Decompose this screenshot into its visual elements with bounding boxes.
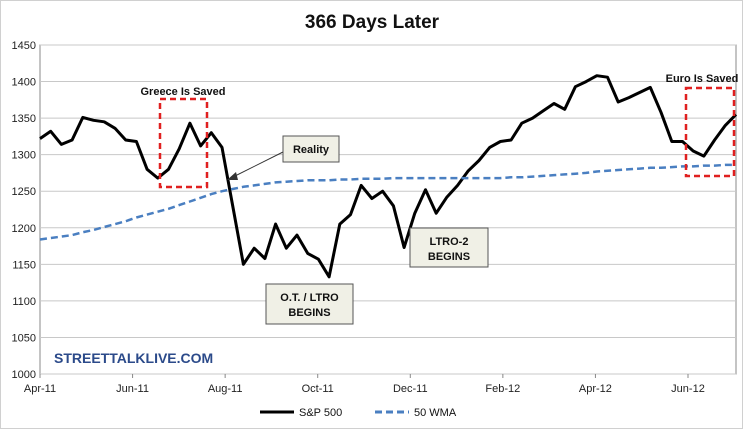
series-layer <box>39 74 738 279</box>
annotation-box-euro <box>684 86 736 178</box>
y-tick-label: 1250 <box>12 186 36 198</box>
ltro2-text-1: LTRO-2 <box>430 236 469 248</box>
y-tick-label: 1000 <box>12 369 36 381</box>
reality-box <box>282 135 340 163</box>
y-tick-label: 1100 <box>12 296 36 308</box>
x-tick-label: Jun-11 <box>116 383 149 395</box>
legend: S&P 500 50 WMA <box>260 407 457 419</box>
x-tick-label: Feb-12 <box>485 383 520 395</box>
axis-layer: 1000 1050 1100 1150 1200 1250 1300 1350 1400 1450… <box>12 40 705 395</box>
legend-label-sp500: S&P 500 <box>299 407 342 419</box>
x-tick-label: Apr-11 <box>24 383 56 395</box>
series-line-50wma <box>39 163 736 241</box>
y-tick-label: 1150 <box>12 259 36 271</box>
annotation-greece-label: Greece Is Saved <box>140 86 225 98</box>
legend-label-50wma: 50 WMA <box>414 407 457 419</box>
y-tick-label: 1200 <box>12 223 36 235</box>
ltro2-text-2: BEGINS <box>428 251 470 263</box>
y-tick-label: 1350 <box>12 113 36 125</box>
ltro2-box <box>409 227 489 268</box>
reality-arrow-head <box>227 172 238 180</box>
reality-arrow-line <box>230 151 284 179</box>
annotation-box-greece <box>158 97 209 189</box>
chart-title: 366 Days Later <box>305 12 440 33</box>
grid-layer <box>39 44 737 375</box>
ot-ltro-text-1: O.T. / LTRO <box>280 292 339 304</box>
x-tick-label: Aug-11 <box>208 383 243 395</box>
ot-ltro-box <box>265 283 354 325</box>
y-tick-label: 1050 <box>12 332 36 344</box>
reality-text: Reality <box>293 144 330 156</box>
y-tick-label: 1450 <box>12 40 36 52</box>
watermark-text: STREETTALKLIVE.COM <box>54 350 213 366</box>
ot-ltro-text-2: BEGINS <box>288 307 330 319</box>
x-tick-label: Oct-11 <box>302 383 334 395</box>
annotation-euro-label: Euro Is Saved <box>666 73 739 85</box>
series-line-sp500 <box>39 74 738 279</box>
x-tick-label: Dec-11 <box>393 383 428 395</box>
x-tick-label: Apr-12 <box>579 383 612 395</box>
y-tick-label: 1400 <box>12 77 36 89</box>
x-tick-label: Jun-12 <box>671 383 705 395</box>
annotation-layer: Greece Is Saved Euro Is Saved Reality O.T. … <box>140 73 739 325</box>
y-tick-label: 1300 <box>12 150 36 162</box>
